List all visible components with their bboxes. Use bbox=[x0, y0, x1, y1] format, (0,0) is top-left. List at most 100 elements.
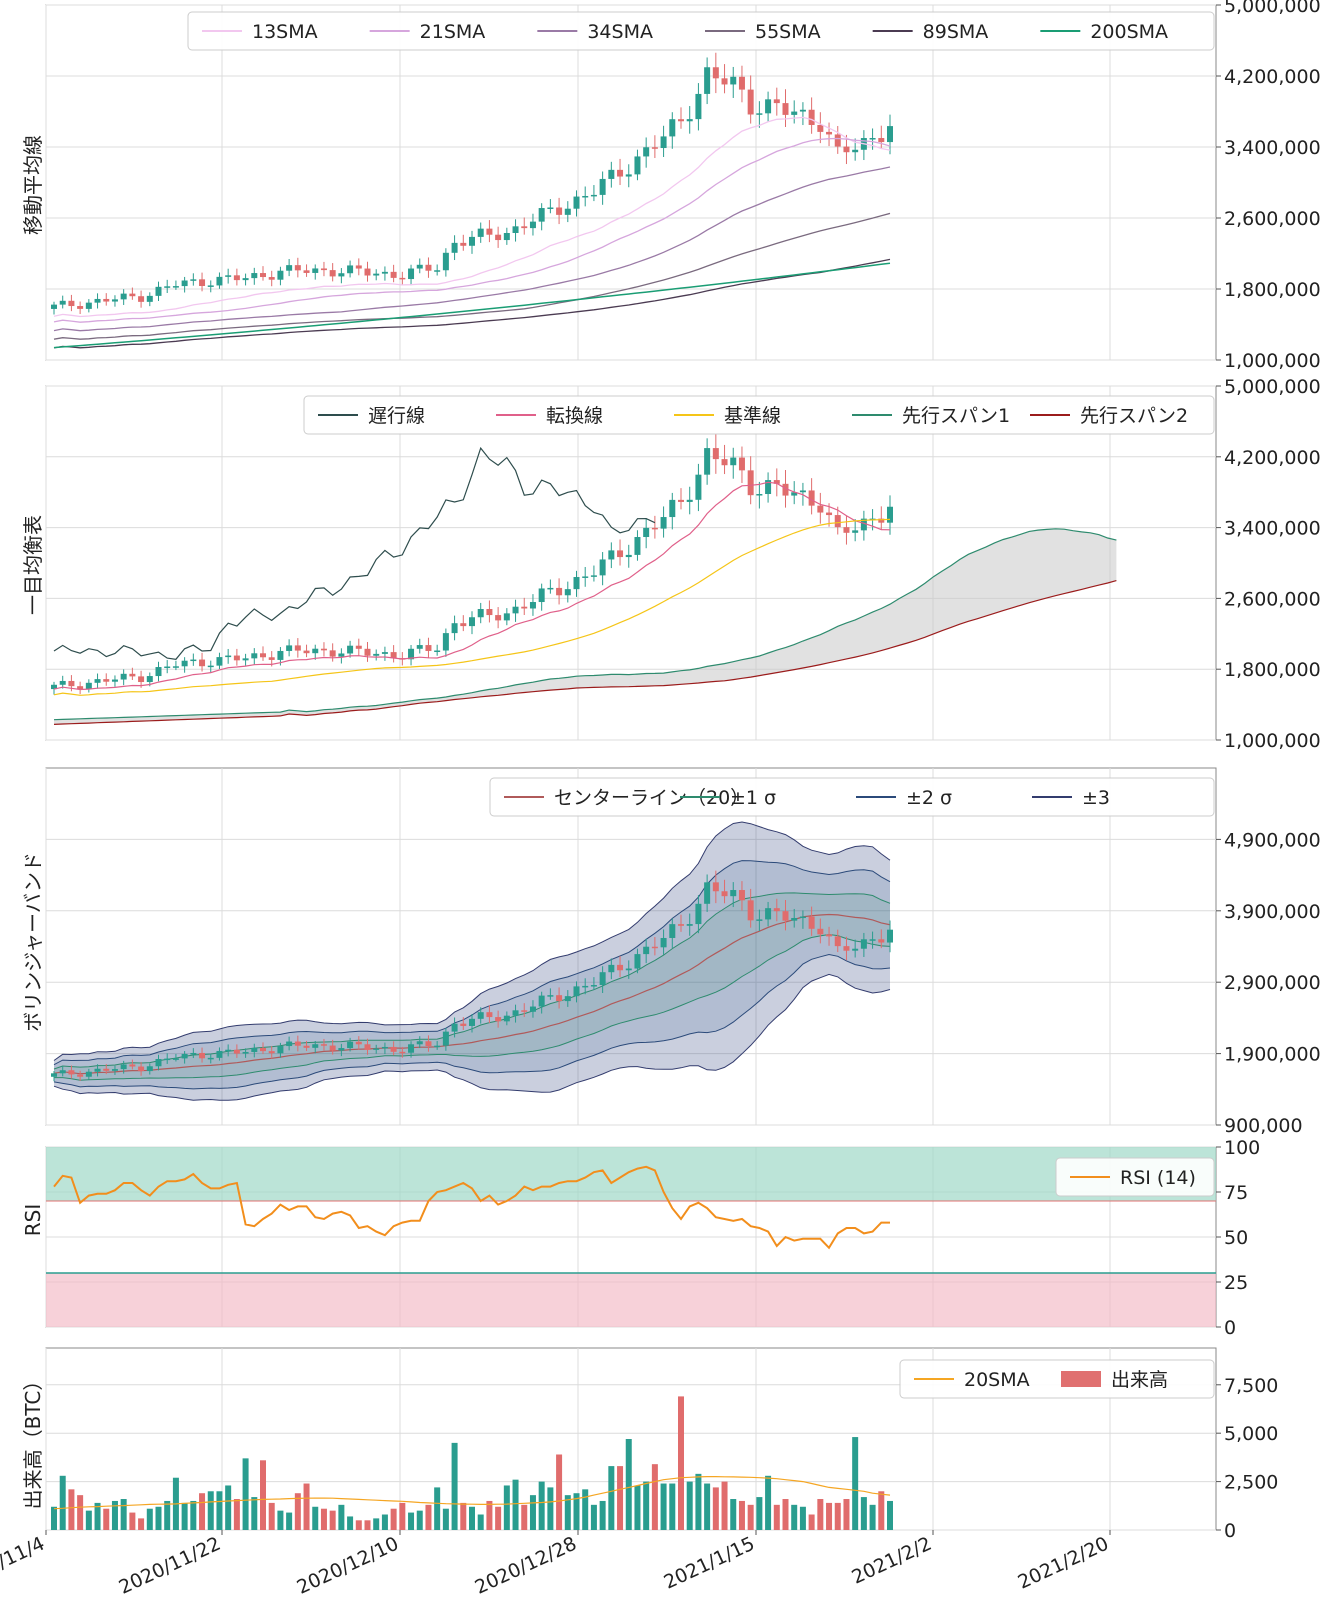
panel-2-candles bbox=[51, 433, 893, 695]
ichimoku-span1 bbox=[53, 528, 1117, 721]
candle-body bbox=[59, 1070, 66, 1074]
candle-body bbox=[77, 686, 84, 690]
candle-body bbox=[529, 1006, 536, 1012]
volume-bar bbox=[860, 1497, 867, 1530]
candle-body bbox=[625, 968, 632, 971]
volume-bar bbox=[320, 1508, 327, 1530]
legend-label: 基準線 bbox=[724, 405, 781, 427]
volume-bar bbox=[529, 1495, 536, 1530]
candle-body bbox=[843, 946, 850, 951]
candle-body bbox=[669, 924, 676, 938]
legend-label: ±1 σ bbox=[730, 787, 776, 809]
volume-bar bbox=[338, 1504, 345, 1530]
candle-body bbox=[799, 490, 806, 493]
volume-bar bbox=[294, 1493, 301, 1530]
candle-body bbox=[312, 1044, 319, 1048]
y-tick-label: 900,000 bbox=[1224, 1115, 1303, 1137]
volume-bar bbox=[155, 1506, 162, 1530]
candle-body bbox=[704, 448, 711, 475]
candle-body bbox=[765, 480, 772, 495]
legend-label: 先行スパン2 bbox=[1080, 405, 1188, 427]
candle-body bbox=[730, 890, 737, 897]
volume-bar bbox=[747, 1504, 754, 1530]
candle-body bbox=[277, 1046, 284, 1054]
candle-body bbox=[120, 293, 127, 300]
volume-bar bbox=[408, 1512, 415, 1530]
volume-bar bbox=[660, 1483, 667, 1530]
candle-body bbox=[747, 900, 754, 921]
legend-box bbox=[899, 1359, 1215, 1399]
candle-body bbox=[164, 1058, 171, 1061]
legend-label: 20SMA bbox=[964, 1369, 1030, 1391]
candle-body bbox=[799, 916, 806, 919]
volume-bar bbox=[199, 1493, 206, 1530]
volume-bar bbox=[355, 1520, 362, 1530]
candle-body bbox=[538, 208, 545, 222]
candle-body bbox=[634, 954, 641, 969]
candle-body bbox=[68, 1070, 75, 1075]
candle-body bbox=[486, 609, 493, 616]
candle-body bbox=[320, 648, 327, 651]
candle-body bbox=[651, 527, 658, 530]
candle-body bbox=[347, 645, 354, 654]
volume-bar bbox=[617, 1466, 624, 1530]
candle-body bbox=[172, 286, 179, 288]
candle-body bbox=[512, 606, 519, 614]
candle-body bbox=[268, 277, 275, 280]
candle-body bbox=[721, 891, 728, 897]
candle-body bbox=[887, 506, 893, 523]
candle-body bbox=[486, 1012, 493, 1018]
candle-body bbox=[111, 299, 118, 302]
candle-body bbox=[503, 613, 510, 621]
candle-body bbox=[599, 972, 606, 986]
y-tick-label: 2,600,000 bbox=[1224, 588, 1321, 610]
candle-body bbox=[260, 653, 266, 658]
y-tick-label: 5,000,000 bbox=[1224, 376, 1321, 398]
candle-body bbox=[582, 576, 589, 578]
candle-body bbox=[103, 679, 110, 682]
y-tick-label: 1,000,000 bbox=[1224, 730, 1321, 752]
candle-body bbox=[338, 273, 345, 277]
candle-body bbox=[477, 609, 484, 618]
candle-body bbox=[477, 1012, 484, 1019]
candle-body bbox=[869, 939, 876, 941]
candle-body bbox=[643, 946, 650, 955]
x-tick-label: 2020/11/22 bbox=[116, 1533, 225, 1599]
candle-body bbox=[521, 1010, 528, 1012]
volume-bar bbox=[85, 1510, 92, 1530]
candle-body bbox=[773, 908, 780, 912]
candle-body bbox=[329, 650, 336, 657]
candle-body bbox=[146, 676, 153, 683]
legend-label: 21SMA bbox=[420, 21, 486, 43]
candle-body bbox=[399, 1051, 406, 1054]
candle-body bbox=[233, 275, 240, 281]
volume-bar bbox=[286, 1512, 293, 1530]
volume-bar bbox=[94, 1502, 101, 1530]
volume-bar bbox=[216, 1491, 223, 1530]
candle-body bbox=[564, 208, 571, 215]
candle-body bbox=[286, 1041, 293, 1047]
bollinger-lower-2 bbox=[53, 953, 891, 1090]
legend-box bbox=[1055, 1157, 1215, 1197]
candle-body bbox=[878, 138, 885, 143]
candle-body bbox=[843, 146, 850, 153]
candle-body bbox=[320, 268, 327, 271]
candle-body bbox=[782, 911, 789, 921]
volume-bar bbox=[364, 1520, 371, 1530]
panel-2-legend: 遅行線 転換線 基準線 先行スパン1 先行スパン2 bbox=[303, 395, 1215, 435]
candle-body bbox=[199, 659, 206, 667]
candle-body bbox=[834, 515, 841, 528]
plot-layer bbox=[46, 52, 1216, 1530]
candle-body bbox=[51, 684, 57, 690]
candle-body bbox=[190, 659, 197, 662]
sma-line-34SMA bbox=[53, 166, 891, 332]
candle-body bbox=[77, 306, 84, 309]
y-tick-label: 25 bbox=[1224, 1272, 1248, 1294]
candle-body bbox=[85, 302, 92, 309]
y-tick-label: 1,900,000 bbox=[1224, 1044, 1321, 1066]
candle-body bbox=[808, 490, 815, 506]
candle-body bbox=[477, 228, 484, 237]
candle-body bbox=[529, 221, 536, 229]
candle-body bbox=[347, 265, 354, 274]
